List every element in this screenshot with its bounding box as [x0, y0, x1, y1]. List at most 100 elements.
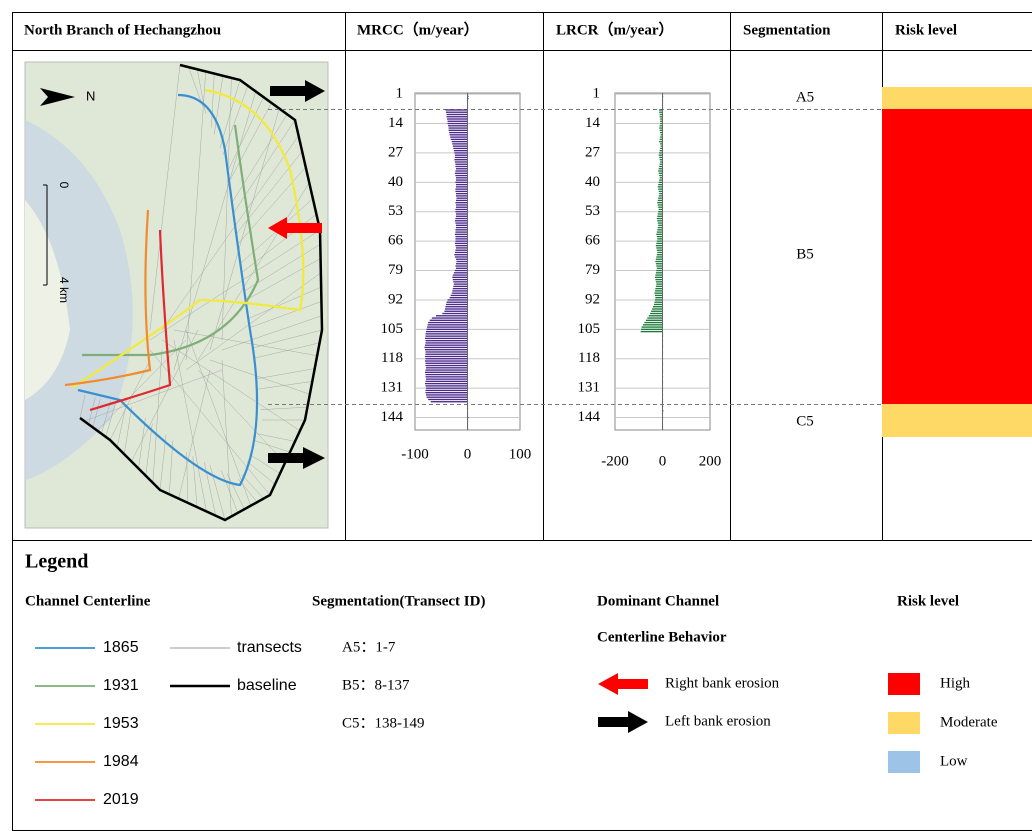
bar — [426, 365, 468, 366]
y-tick-label: 118 — [578, 350, 600, 366]
legend-label: 1953 — [103, 715, 139, 732]
y-tick-label: 144 — [578, 409, 601, 425]
legend-label: 1984 — [103, 753, 139, 770]
legend-label: baseline — [237, 677, 297, 694]
bar — [455, 161, 468, 162]
x-tick-label: 0 — [464, 446, 472, 462]
bar — [658, 227, 663, 228]
bar — [657, 202, 662, 203]
bar — [655, 274, 662, 275]
bar — [456, 184, 468, 185]
bar — [450, 134, 468, 135]
legend-swatch — [888, 673, 920, 695]
bar — [658, 204, 663, 205]
bar — [425, 372, 468, 373]
bar — [657, 218, 663, 219]
bar — [657, 252, 662, 253]
bar — [659, 109, 663, 110]
bar — [425, 383, 468, 384]
bar — [446, 112, 468, 113]
bar — [426, 342, 468, 343]
bar — [426, 367, 467, 368]
header-cell: Segmentation — [743, 22, 831, 38]
x-tick-label: -100 — [401, 446, 429, 462]
bar — [657, 216, 662, 217]
bar — [424, 347, 467, 348]
legend-label: 2019 — [103, 791, 139, 808]
bar — [655, 297, 662, 298]
bar — [455, 243, 468, 244]
bar — [643, 324, 662, 325]
y-tick-label: 53 — [388, 203, 403, 219]
y-tick-label: 131 — [578, 380, 601, 396]
bar — [657, 240, 663, 241]
bar — [447, 114, 468, 115]
bar — [425, 345, 468, 346]
bar — [427, 326, 467, 327]
bar — [428, 399, 467, 400]
scale-label: 4 km — [57, 277, 71, 303]
bar — [426, 351, 468, 352]
bar — [657, 268, 663, 269]
bar — [456, 225, 468, 226]
bar — [442, 313, 467, 314]
legend-label: Right bank erosion — [665, 675, 780, 691]
bar — [448, 121, 468, 122]
bar — [659, 168, 663, 169]
bar — [455, 188, 467, 189]
bar — [451, 139, 468, 140]
legend-label: A5：1-7 — [342, 639, 396, 655]
legend-label: B5：8-137 — [342, 677, 410, 693]
bar — [656, 234, 662, 235]
north-label: N — [86, 88, 95, 103]
legend-heading: Segmentation(Transect ID) — [312, 593, 485, 609]
legend-swatch — [888, 751, 920, 773]
bar — [444, 311, 467, 312]
bar — [657, 254, 663, 255]
bar — [455, 182, 467, 183]
bar — [426, 333, 468, 334]
bar — [427, 329, 468, 330]
bar — [453, 274, 468, 275]
y-tick-label: 1 — [396, 86, 404, 102]
bar — [425, 356, 468, 357]
y-tick-label: 1 — [593, 86, 601, 102]
bar — [456, 197, 467, 198]
bar — [445, 308, 468, 309]
bar — [426, 358, 468, 359]
x-tick-label: -200 — [601, 453, 629, 469]
y-tick-label: 79 — [585, 262, 600, 278]
bar — [430, 320, 468, 321]
bar — [456, 179, 468, 180]
bar — [656, 245, 663, 246]
y-tick-label: 27 — [585, 144, 601, 160]
segment-label: C5 — [796, 413, 814, 429]
bar — [454, 150, 468, 151]
header-cell: Risk level — [895, 22, 957, 38]
bar — [655, 295, 663, 296]
bar — [655, 279, 662, 280]
bar — [658, 225, 662, 226]
bar — [654, 302, 662, 303]
map: N 0 4 km — [25, 62, 328, 528]
bar — [428, 324, 468, 325]
bar — [455, 250, 467, 251]
bar — [657, 238, 662, 239]
bar — [454, 152, 467, 153]
bar — [447, 302, 468, 303]
bar — [456, 207, 468, 208]
bar — [641, 331, 663, 332]
bar — [658, 213, 663, 214]
x-tick-label: 200 — [699, 453, 722, 469]
y-tick-label: 66 — [585, 233, 601, 249]
bar — [456, 195, 468, 196]
bar — [455, 170, 467, 171]
bar — [455, 270, 468, 271]
legend-heading: Centerline Behavior — [597, 629, 727, 645]
bar — [657, 236, 663, 237]
bar — [446, 304, 468, 305]
y-tick-label: 53 — [585, 203, 600, 219]
bar — [655, 290, 663, 291]
bar — [426, 335, 468, 336]
legend-heading: Risk level — [897, 593, 959, 609]
